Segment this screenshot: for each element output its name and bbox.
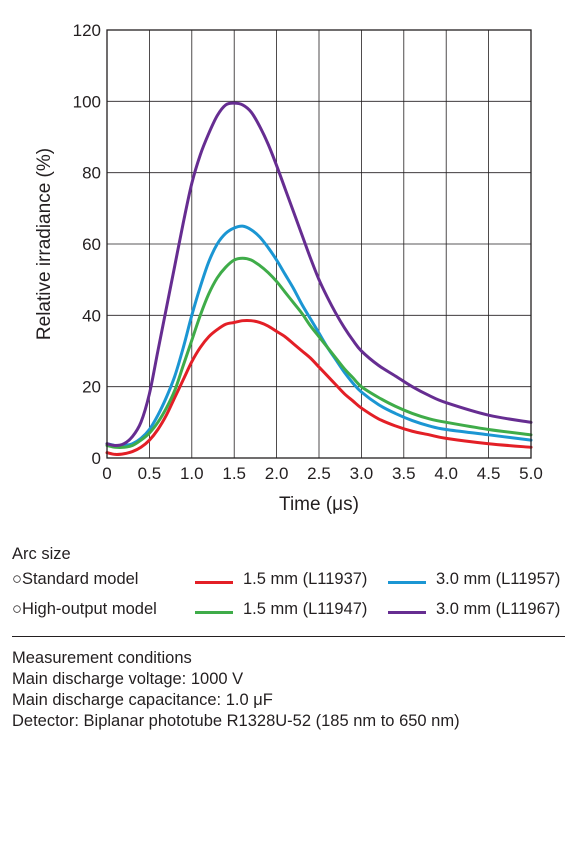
legend-row-high-output: ○High-output model 1.5 mm (L11947) 3.0 m… xyxy=(12,600,572,624)
high-output-model-label: ○High-output model xyxy=(12,600,157,618)
y-tick-label: 80 xyxy=(82,164,101,183)
legend-label-l11947: 1.5 mm (L11947) xyxy=(243,600,368,618)
y-axis-label: Relative irradiance (%) xyxy=(34,148,55,340)
blue-swatch xyxy=(388,581,426,584)
series-l11937-line xyxy=(105,318,533,456)
condition-voltage: Main discharge voltage: 1000 V xyxy=(12,670,244,688)
y-tick-label: 0 xyxy=(92,449,101,468)
condition-detector: Detector: Biplanar phototube R1328U-52 (… xyxy=(12,712,460,730)
series-l11947-line xyxy=(105,256,533,450)
legend-label-l11957: 3.0 mm (L11957) xyxy=(436,570,561,588)
series-l11967-line xyxy=(105,101,533,448)
legend-row-standard: ○Standard model 1.5 mm (L11937) 3.0 mm (… xyxy=(12,570,572,594)
x-tick-label: 1.0 xyxy=(180,464,204,483)
tick-labels: 0 0.5 1.0 1.5 2.0 2.5 3.0 3.5 4.0 4.5 5.0 0 20 40 60 80… xyxy=(73,21,543,483)
standard-model-label: ○Standard model xyxy=(12,570,139,588)
measurement-conditions: Measurement conditions Main discharge vo… xyxy=(12,648,460,732)
x-tick-label: 5.0 xyxy=(519,464,543,483)
y-tick-label: 20 xyxy=(82,378,101,397)
irradiance-chart: 0 0.5 1.0 1.5 2.0 2.5 3.0 3.5 4.0 4.5 5.0 0 20 40 60 80… xyxy=(34,21,543,515)
y-tick-label: 100 xyxy=(73,92,101,111)
x-tick-label: 4.0 xyxy=(434,464,458,483)
legend-label-l11937: 1.5 mm (L11937) xyxy=(243,570,368,588)
legend-label-l11967: 3.0 mm (L11967) xyxy=(436,600,561,618)
condition-capacitance: Main discharge capacitance: 1.0 μF xyxy=(12,691,273,709)
x-tick-label: 2.5 xyxy=(307,464,331,483)
x-tick-label: 4.5 xyxy=(477,464,501,483)
x-tick-label: 1.5 xyxy=(222,464,246,483)
green-swatch xyxy=(195,611,233,614)
x-tick-label: 0 xyxy=(102,464,111,483)
x-axis-label: Time (μs) xyxy=(279,494,359,515)
grid-lines xyxy=(107,30,531,458)
purple-swatch xyxy=(388,611,426,614)
x-tick-label: 2.0 xyxy=(265,464,289,483)
red-swatch xyxy=(195,581,233,584)
y-tick-label: 40 xyxy=(82,306,101,325)
x-tick-label: 0.5 xyxy=(138,464,162,483)
y-tick-label: 120 xyxy=(73,21,101,40)
plot-frame xyxy=(106,29,532,459)
legend-title: Arc size xyxy=(12,545,71,563)
conditions-title: Measurement conditions xyxy=(12,649,192,667)
series-lines xyxy=(105,101,533,456)
x-tick-label: 3.5 xyxy=(392,464,416,483)
x-tick-label: 3.0 xyxy=(350,464,374,483)
y-tick-label: 60 xyxy=(82,235,101,254)
series-l11957-line xyxy=(105,224,533,448)
divider xyxy=(12,636,565,637)
